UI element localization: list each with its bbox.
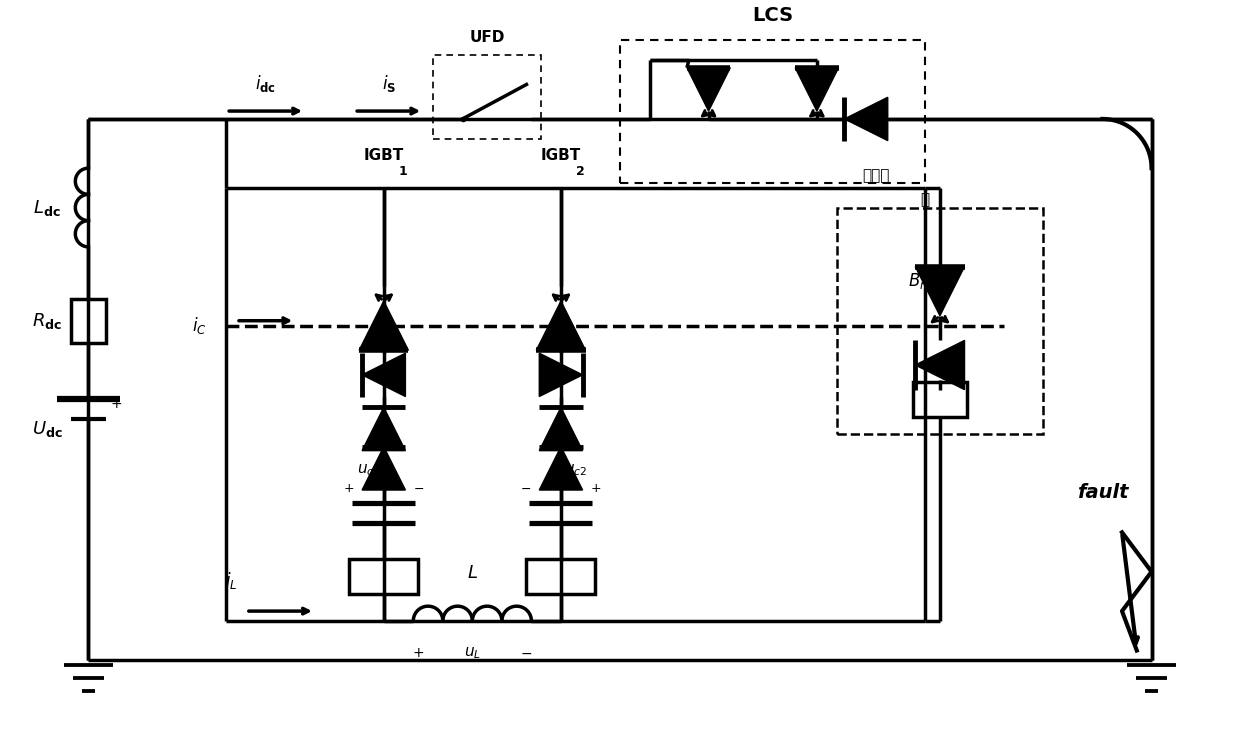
Text: IGBT: IGBT: [363, 148, 404, 163]
Text: 主断路: 主断路: [862, 168, 889, 183]
Text: 器: 器: [920, 193, 930, 208]
Text: $+$: $+$: [343, 482, 355, 495]
Bar: [71, 299, 105, 343]
Text: $-$: $-$: [413, 482, 424, 495]
Polygon shape: [539, 354, 583, 397]
Polygon shape: [687, 68, 730, 111]
Polygon shape: [539, 407, 583, 451]
Text: $-$: $-$: [521, 482, 532, 495]
Text: $+$: $+$: [110, 397, 123, 411]
Text: LCS: LCS: [751, 7, 794, 26]
Text: $i_{\mathbf{S}}$: $i_{\mathbf{S}}$: [382, 73, 396, 94]
Polygon shape: [915, 266, 965, 315]
Bar: [350, 559, 418, 594]
Polygon shape: [362, 447, 405, 490]
Text: $u_{c2}$: $u_{c2}$: [564, 463, 588, 478]
Polygon shape: [795, 68, 838, 111]
Polygon shape: [537, 301, 585, 350]
Polygon shape: [360, 301, 408, 350]
Polygon shape: [539, 447, 583, 490]
Bar: [527, 559, 595, 594]
Text: $B_{rk}$: $B_{rk}$: [908, 272, 932, 291]
Text: $+$: $+$: [412, 646, 424, 660]
Text: fault: fault: [1076, 483, 1128, 502]
Text: $u_{c1}$: $u_{c1}$: [357, 463, 381, 478]
Text: $U_{\mathbf{dc}}$: $U_{\mathbf{dc}}$: [32, 419, 62, 439]
Bar: [433, 55, 541, 138]
Polygon shape: [915, 340, 965, 389]
Text: $i_{L}$: $i_{L}$: [224, 570, 237, 591]
Text: $i_{C}$: $i_{C}$: [192, 315, 207, 336]
Polygon shape: [362, 354, 405, 397]
Bar: [620, 40, 925, 183]
Text: $L_{\mathbf{dc}}$: $L_{\mathbf{dc}}$: [33, 198, 61, 217]
Text: $L$: $L$: [467, 564, 477, 581]
Text: $-$: $-$: [521, 646, 532, 660]
Text: IGBT: IGBT: [541, 148, 582, 163]
Text: $+$: $+$: [590, 482, 601, 495]
Bar: [913, 382, 967, 417]
Text: $i_{\mathbf{dc}}$: $i_{\mathbf{dc}}$: [255, 73, 277, 94]
Polygon shape: [844, 97, 888, 141]
Text: UFD: UFD: [470, 30, 505, 45]
Bar: [837, 208, 1043, 434]
Text: $R_{\mathbf{dc}}$: $R_{\mathbf{dc}}$: [32, 310, 62, 331]
Text: $u_{L}$: $u_{L}$: [464, 646, 481, 661]
Text: 2: 2: [575, 165, 584, 178]
Text: 1: 1: [398, 165, 407, 178]
Polygon shape: [362, 407, 405, 451]
